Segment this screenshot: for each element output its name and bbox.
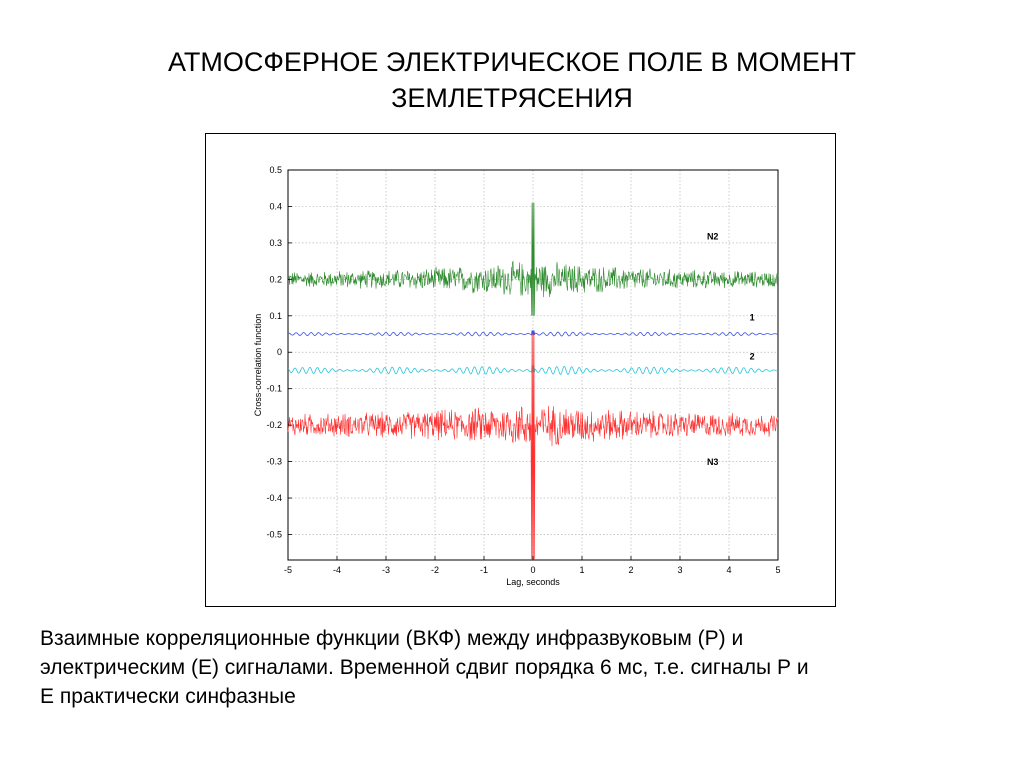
cross-correlation-chart: -5 -4 -3 -2 -1 0 1 2 3 4 5 0.5 0.4 0.3 0.2 0.1 0 -0.1 -0.2…: [253, 165, 781, 587]
x-axis-label: Lag, seconds: [506, 577, 560, 587]
x-tick-label: -1: [480, 565, 488, 575]
x-tick-label: -4: [333, 565, 341, 575]
y-tick-label: 0.5: [269, 165, 282, 175]
caption-line-1: Взаимные корреляционные функции (ВКФ) ме…: [40, 627, 744, 650]
series-line-n3: [287, 334, 779, 561]
y-tick-label: -0.1: [266, 384, 282, 394]
x-tick-label: 2: [628, 565, 633, 575]
slide-title-line-1: АТМОСФЕРНОЕ ЭЛЕКТРИЧЕСКОЕ ПОЛЕ В МОМЕНТ: [167, 47, 857, 77]
y-tick-label: 0.4: [269, 201, 282, 211]
x-tick-label: 5: [775, 565, 780, 575]
caption-line-2: электрическим (Е) сигналами. Временной с…: [40, 656, 809, 679]
y-tick-label: -0.5: [266, 529, 282, 539]
figure-caption: Взаимные корреляционные функции (ВКФ) ме…: [40, 624, 1000, 711]
series-label-1: 1: [750, 313, 755, 323]
x-tick-label: 0: [530, 565, 535, 575]
y-tick-label: -0.3: [266, 457, 282, 467]
slide-title-line-2: ЗЕМЛЕТРЯСЕНИЯ: [391, 83, 633, 113]
y-tick-label: 0.1: [269, 311, 282, 321]
x-tick-label: -5: [284, 565, 292, 575]
x-tick-label: -3: [382, 565, 390, 575]
y-tick-label: 0.3: [269, 238, 282, 248]
x-tick-label: 1: [579, 565, 584, 575]
slide-title: АТМОСФЕРНОЕ ЭЛЕКТРИЧЕСКОЕ ПОЛЕ В МОМЕНТ …: [0, 44, 1024, 116]
x-tick-label: 4: [726, 565, 731, 575]
series-labels: N2 1 2 N3: [707, 231, 755, 467]
caption-line-3: Е практически синфазные: [40, 685, 296, 708]
y-tick-label: -0.4: [266, 493, 282, 503]
series-label-n2: N2: [707, 231, 719, 241]
y-tick-label: 0: [277, 347, 282, 357]
series-label-2: 2: [750, 352, 755, 362]
y-axis-label: Cross-correlation function: [253, 314, 263, 417]
x-tick-label: 3: [677, 565, 682, 575]
x-tick-label: -2: [431, 565, 439, 575]
series-group: [287, 202, 779, 561]
series-line-n2: [287, 202, 779, 316]
y-tick-label: -0.2: [266, 420, 282, 430]
y-tick-label: 0.2: [269, 274, 282, 284]
ticks: -5 -4 -3 -2 -1 0 1 2 3 4 5 0.5 0.4 0.3 0.2 0.1 0 -0.1 -0.2…: [266, 165, 780, 575]
series-line-1: [287, 330, 779, 337]
series-label-n3: N3: [707, 457, 719, 467]
figure-frame: -5 -4 -3 -2 -1 0 1 2 3 4 5 0.5 0.4 0.3 0.2 0.1 0 -0.1 -0.2…: [205, 133, 836, 607]
